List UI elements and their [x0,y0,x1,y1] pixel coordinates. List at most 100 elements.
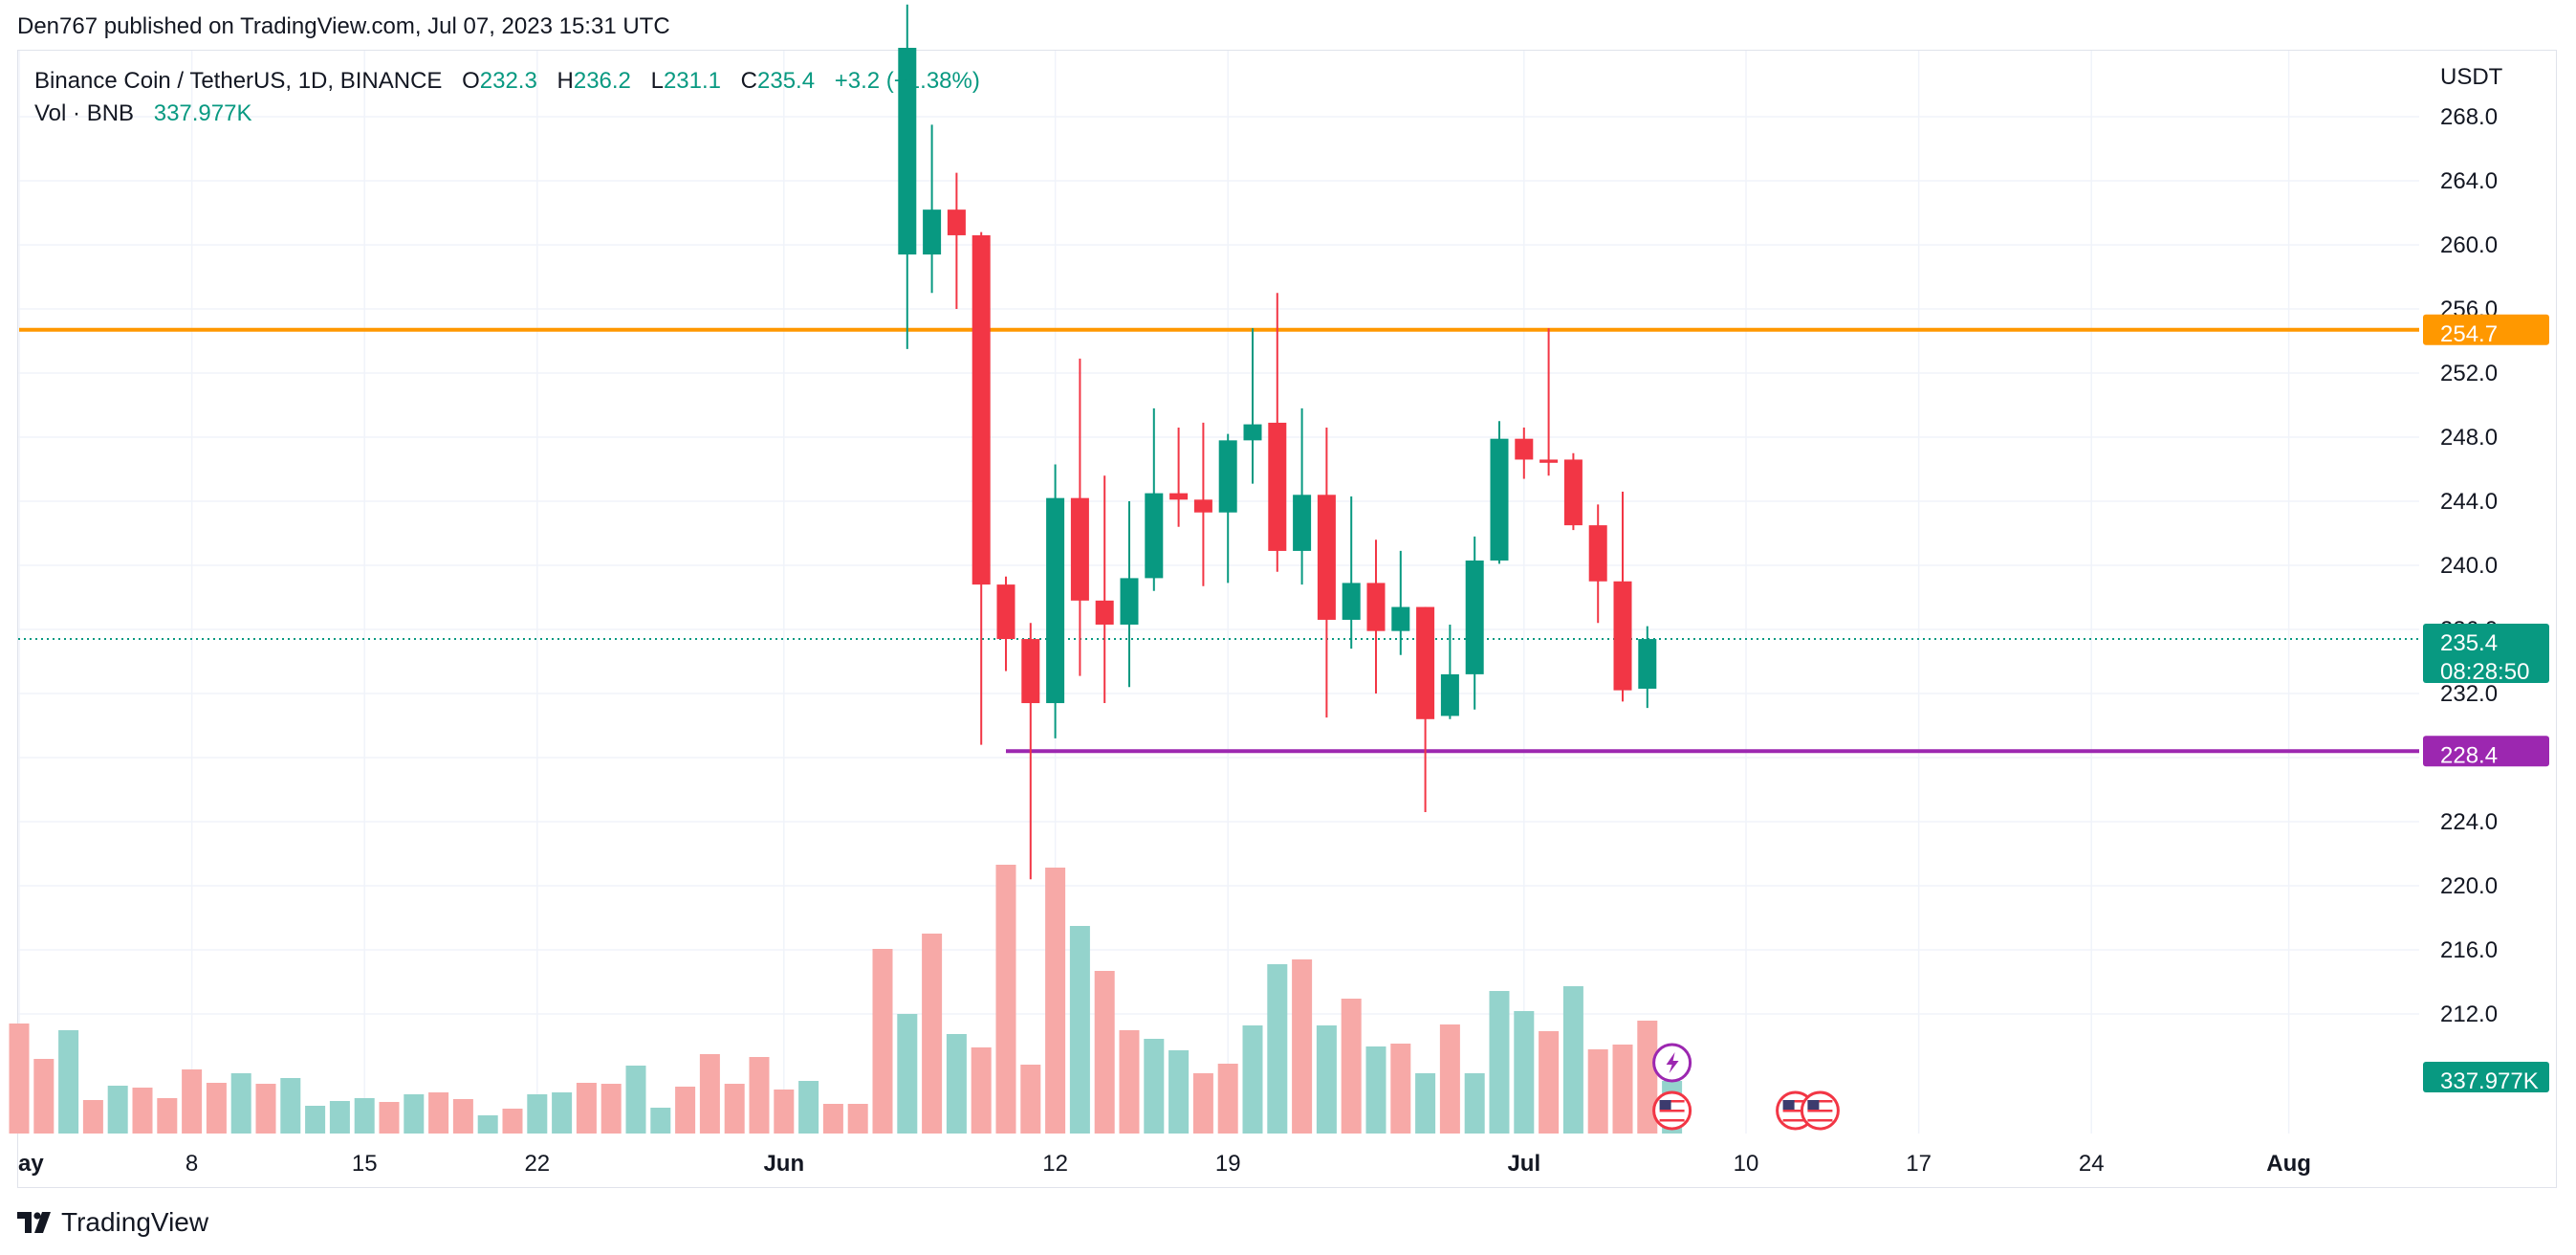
chart-frame[interactable] [17,50,2557,1188]
support-price-tag: 228.4 [2423,736,2549,768]
volume-bar [822,1104,843,1134]
high-value: 236.2 [573,68,631,94]
volume-bar [1415,1073,1436,1134]
candle [1490,421,1509,564]
us-flag-icon [1800,1090,1840,1131]
volume-bar [255,1084,276,1134]
volume-bar [1612,1045,1633,1134]
candle-body [898,48,917,255]
volume-bar [1514,1011,1535,1134]
candle-body [1193,499,1212,513]
candle [947,172,966,309]
candle [1613,491,1632,702]
y-tick-label: 260.0 [2440,232,2498,258]
volume-bar [1069,926,1090,1134]
volume-bar [1192,1073,1213,1134]
us-flag-stripe [1659,1114,1685,1117]
us-flag-stripe [1782,1105,1808,1108]
candle [971,231,991,745]
volume-tag-bg [2423,1062,2549,1092]
candle [1563,452,1583,531]
candle-body [923,209,942,255]
axis-layer: 268.0264.0260.0256.0252.0248.0244.0240.0… [18,64,2503,1177]
high-label: H [557,68,574,94]
volume-bar [502,1109,523,1134]
candle-body [1366,583,1386,631]
volume-bar [132,1088,153,1134]
volume-bar [576,1083,597,1134]
volume-bar [1144,1039,1165,1134]
volume-bar [724,1084,745,1134]
us-flag-stripe [1659,1100,1685,1103]
candle-body [1243,424,1262,441]
volume-bar [1094,971,1115,1134]
volume-bar [9,1024,30,1134]
volume-bar [452,1099,473,1134]
candle [1169,427,1189,527]
volume-bar [1390,1044,1411,1134]
candle [1120,501,1139,688]
candle [1268,293,1287,572]
candle-body [1342,583,1361,620]
volume-bar [1562,986,1583,1134]
support-price-tag-text: 228.4 [2440,742,2498,768]
volume-title[interactable]: Vol · BNB [34,100,135,126]
volume-bar [1020,1065,1041,1134]
y-tick-label: 252.0 [2440,361,2498,386]
x-tick-label: 10 [1734,1151,1759,1177]
horizontal-lines-layer [18,327,2419,754]
candle [1588,504,1607,624]
candles-layer [898,4,1657,880]
ohlc-legend-row: Binance Coin / TetherUS, 1D, BINANCE O23… [34,65,980,98]
candle-body [1563,459,1583,526]
lightning-icon [1652,1043,1692,1083]
volume-bar [798,1081,819,1134]
volume-bar [1489,991,1510,1134]
volume-bar [1242,1025,1263,1134]
candle-body [1588,525,1607,582]
volume-bar [1045,868,1066,1134]
volume-bar [404,1094,425,1134]
candle [1243,328,1262,484]
volume-bar [1365,1046,1386,1134]
candle [1021,623,1040,880]
candle [1391,550,1410,655]
volume-bar [1464,1073,1485,1134]
tradingview-logo[interactable]: TradingView [17,1207,208,1238]
price-chart[interactable]: 268.0264.0260.0256.0252.0248.0244.0240.0… [0,0,2576,1207]
currency-label: USDT [2440,64,2503,90]
candle-body [1490,438,1509,561]
x-tick-label: 17 [1906,1151,1932,1177]
volume-bar [206,1083,227,1134]
candle-body [1638,639,1657,689]
candle-body [1169,493,1189,500]
y-tick-label: 244.0 [2440,489,2498,515]
volume-bar [1292,959,1313,1134]
us-flag-stripe [1659,1105,1685,1108]
volume-bar [305,1106,326,1134]
volume-bar [749,1057,770,1134]
candle-body [1515,438,1534,460]
us-flag-stripe [1659,1119,1685,1122]
us-flag-stripe [1807,1100,1833,1103]
volume-bar [897,1014,918,1134]
candle-body [1317,495,1336,620]
volume-tag: 337.977K [2423,1062,2549,1094]
candle-body [1145,493,1164,579]
candle-body [1539,459,1559,463]
volume-bar [379,1102,400,1134]
candle [898,4,917,349]
x-tick-label: 15 [352,1151,378,1177]
symbol-title[interactable]: Binance Coin / TetherUS, 1D, BINANCE [34,68,443,94]
resistance-price-tag-text: 254.7 [2440,321,2498,347]
x-tick-label: Jun [763,1151,804,1177]
volume-bar [33,1059,55,1134]
volume-bar [1341,999,1362,1134]
last-price-tag: 235.4 08:28:50 [2423,624,2549,685]
candle [996,576,1015,672]
candle-body [1095,600,1114,625]
resistance-price-tag-bg [2423,314,2549,345]
volume-bar [1587,1049,1608,1134]
candle-body [1046,497,1065,704]
us-flag-canton [1659,1100,1671,1110]
